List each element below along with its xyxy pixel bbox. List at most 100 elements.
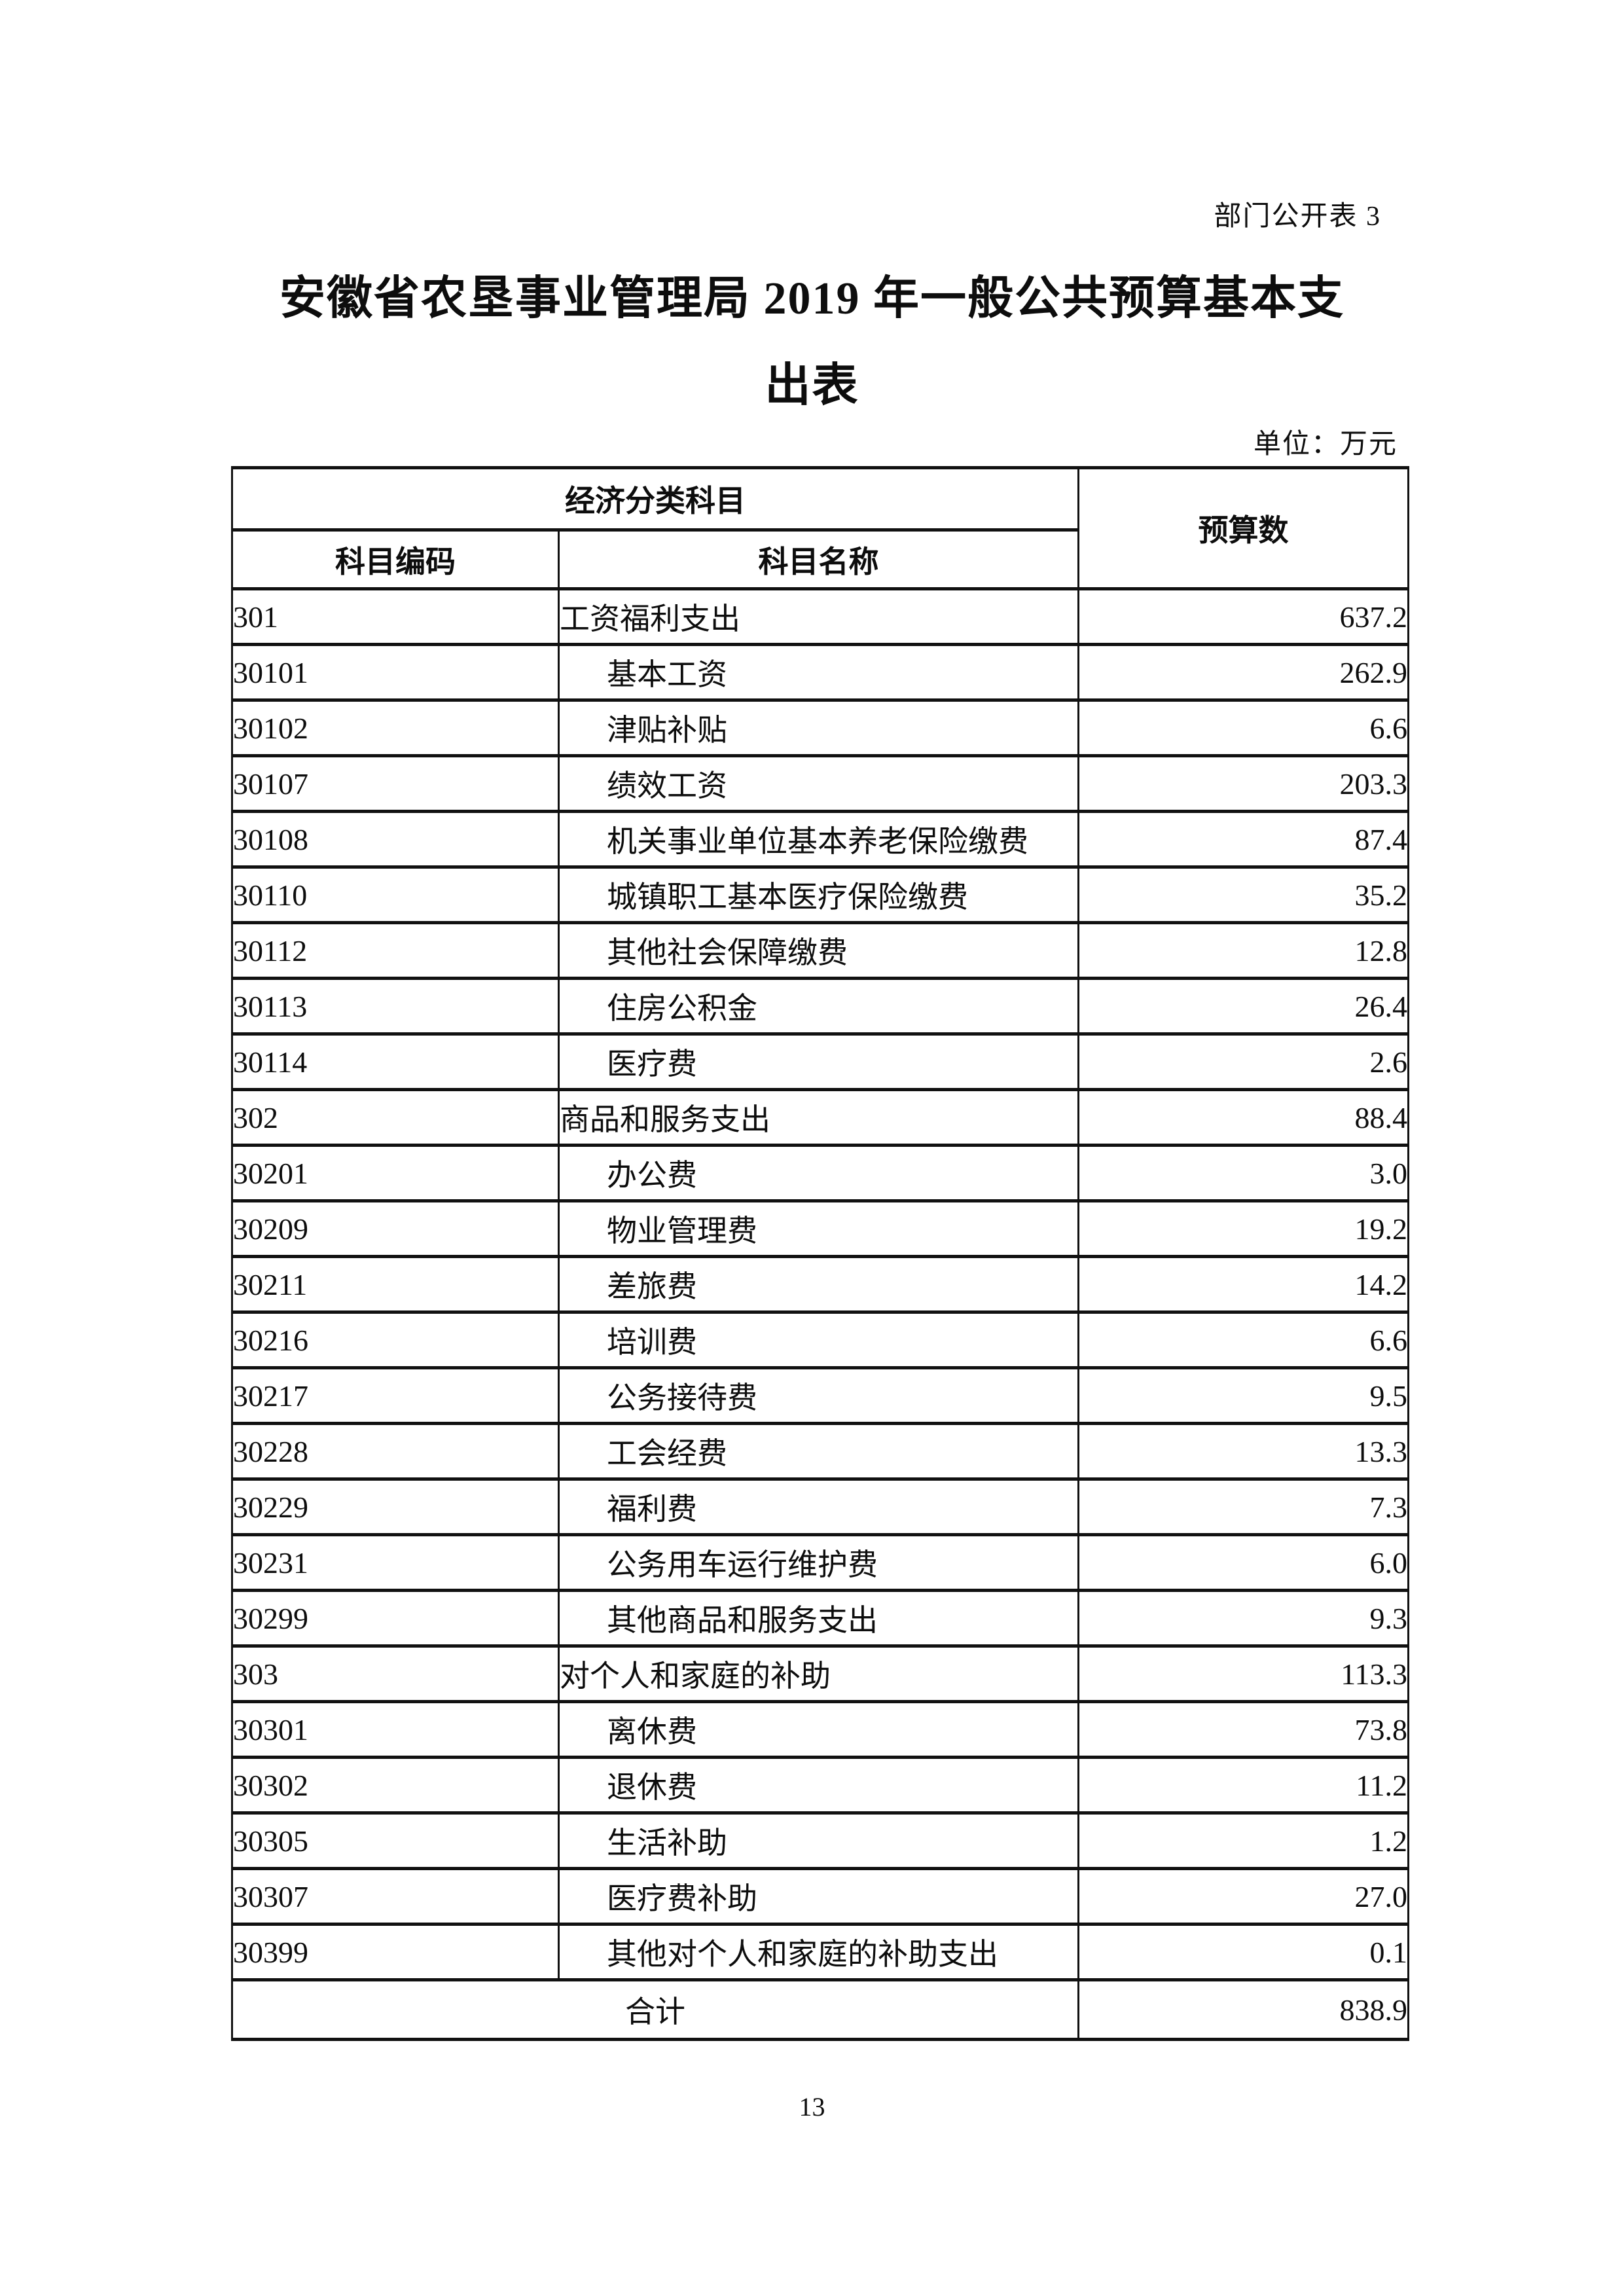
subject-name: 离休费	[558, 1700, 1079, 1759]
table-row: 302 商品和服务支出 88.4	[231, 1088, 1409, 1147]
budget-value: 35.2	[1077, 865, 1409, 924]
budget-value: 203.3	[1077, 754, 1409, 813]
header-subject-name: 科目名称	[558, 528, 1079, 590]
table-row: 30110 城镇职工基本医疗保险缴费 35.2	[231, 865, 1409, 924]
table-row: 30305 生活补助 1.2	[231, 1811, 1409, 1870]
subject-name: 公务用车运行维护费	[558, 1533, 1079, 1592]
subject-name: 基本工资	[558, 643, 1079, 702]
subject-code: 30229	[231, 1477, 560, 1536]
page-number: 13	[799, 2092, 825, 2122]
subject-name: 其他社会保障缴费	[558, 921, 1079, 980]
document-title-line1: 安徽省农垦事业管理局 2019 年一般公共预算基本支	[280, 274, 1344, 324]
table-row: 30301 离休费 73.8	[231, 1700, 1409, 1759]
budget-value: 0.1	[1077, 1923, 1409, 1981]
total-label: 合计	[231, 1978, 1079, 2041]
subject-code: 301	[231, 587, 560, 646]
subject-code: 30302	[231, 1756, 560, 1815]
table-row: 30228 工会经费 13.3	[231, 1422, 1409, 1481]
subject-code: 30209	[231, 1199, 560, 1258]
budget-value: 3.0	[1077, 1144, 1409, 1202]
subject-code: 30305	[231, 1811, 560, 1870]
table-row: 30201 办公费 3.0	[231, 1144, 1409, 1202]
budget-value: 26.4	[1077, 977, 1409, 1036]
subject-name: 其他对个人和家庭的补助支出	[558, 1923, 1079, 1981]
subject-code: 30201	[231, 1144, 560, 1202]
unit-label: 单位：万元	[1253, 429, 1398, 460]
subject-name: 对个人和家庭的补助	[558, 1644, 1079, 1703]
subject-code: 303	[231, 1644, 560, 1703]
budget-value: 11.2	[1077, 1756, 1409, 1815]
subject-code: 30110	[231, 865, 560, 924]
budget-value: 9.5	[1077, 1366, 1409, 1425]
table-row: 30302 退休费 11.2	[231, 1756, 1409, 1815]
subject-code: 30307	[231, 1867, 560, 1926]
subject-name: 差旅费	[558, 1255, 1079, 1314]
subject-code: 30108	[231, 810, 560, 869]
budget-value: 113.3	[1077, 1644, 1409, 1703]
table-row: 30217 公务接待费 9.5	[231, 1366, 1409, 1425]
subject-code: 30112	[231, 921, 560, 980]
budget-value: 87.4	[1077, 810, 1409, 869]
subject-name: 公务接待费	[558, 1366, 1079, 1425]
budget-value: 14.2	[1077, 1255, 1409, 1314]
subject-name: 办公费	[558, 1144, 1079, 1202]
table-total-row: 合计 838.9	[231, 1978, 1409, 2041]
subject-code: 30216	[231, 1310, 560, 1369]
budget-value: 12.8	[1077, 921, 1409, 980]
subject-name: 工资福利支出	[558, 587, 1079, 646]
subject-name: 商品和服务支出	[558, 1088, 1079, 1147]
table-row: 30114 医疗费 2.6	[231, 1032, 1409, 1091]
subject-code: 30107	[231, 754, 560, 813]
subject-code: 30399	[231, 1923, 560, 1981]
subject-name: 福利费	[558, 1477, 1079, 1536]
corner-label: 部门公开表 3	[1214, 202, 1381, 232]
subject-code: 30102	[231, 698, 560, 757]
budget-value: 7.3	[1077, 1477, 1409, 1536]
subject-name: 培训费	[558, 1310, 1079, 1369]
budget-value: 88.4	[1077, 1088, 1409, 1147]
table-row: 30209 物业管理费 19.2	[231, 1199, 1409, 1258]
budget-value: 13.3	[1077, 1422, 1409, 1481]
subject-name: 医疗费	[558, 1032, 1079, 1091]
subject-name: 医疗费补助	[558, 1867, 1079, 1926]
table-row: 30399 其他对个人和家庭的补助支出 0.1	[231, 1923, 1409, 1981]
subject-name: 其他商品和服务支出	[558, 1589, 1079, 1648]
table-header-row-2: 科目编码 科目名称	[231, 528, 1409, 590]
subject-name: 绩效工资	[558, 754, 1079, 813]
document-title-line2: 出表	[765, 361, 859, 411]
subject-name: 机关事业单位基本养老保险缴费	[558, 810, 1079, 869]
budget-value: 637.2	[1077, 587, 1409, 646]
table-row: 30101 基本工资 262.9	[231, 643, 1409, 702]
subject-code: 30299	[231, 1589, 560, 1648]
subject-code: 302	[231, 1088, 560, 1147]
table-row: 30113 住房公积金 26.4	[231, 977, 1409, 1036]
subject-code: 30113	[231, 977, 560, 1036]
subject-name: 物业管理费	[558, 1199, 1079, 1258]
header-economic-classification: 经济分类科目	[231, 466, 1079, 532]
header-budget-amount: 预算数	[1077, 466, 1409, 590]
budget-value: 1.2	[1077, 1811, 1409, 1870]
table-row: 30211 差旅费 14.2	[231, 1255, 1409, 1314]
budget-value: 27.0	[1077, 1867, 1409, 1926]
budget-value: 2.6	[1077, 1032, 1409, 1091]
header-subject-code: 科目编码	[231, 528, 560, 590]
subject-code: 30301	[231, 1700, 560, 1759]
budget-value: 19.2	[1077, 1199, 1409, 1258]
table-row: 30307 医疗费补助 27.0	[231, 1867, 1409, 1926]
subject-code: 30228	[231, 1422, 560, 1481]
budget-table: 经济分类科目 预算数 科目编码 科目名称 301 工资福利支出 637.2 30…	[231, 466, 1409, 2041]
subject-name: 退休费	[558, 1756, 1079, 1815]
table-header-row-1: 经济分类科目 预算数	[231, 466, 1409, 590]
subject-code: 30101	[231, 643, 560, 702]
budget-value: 6.0	[1077, 1533, 1409, 1592]
table-row: 30231 公务用车运行维护费 6.0	[231, 1533, 1409, 1592]
table-row: 303 对个人和家庭的补助 113.3	[231, 1644, 1409, 1703]
subject-name: 住房公积金	[558, 977, 1079, 1036]
subject-code: 30217	[231, 1366, 560, 1425]
document-title: 安徽省农垦事业管理局 2019 年一般公共预算基本支 出表	[0, 255, 1624, 429]
budget-value: 9.3	[1077, 1589, 1409, 1648]
total-value: 838.9	[1077, 1978, 1409, 2041]
subject-code: 30231	[231, 1533, 560, 1592]
table-row: 30112 其他社会保障缴费 12.8	[231, 921, 1409, 980]
